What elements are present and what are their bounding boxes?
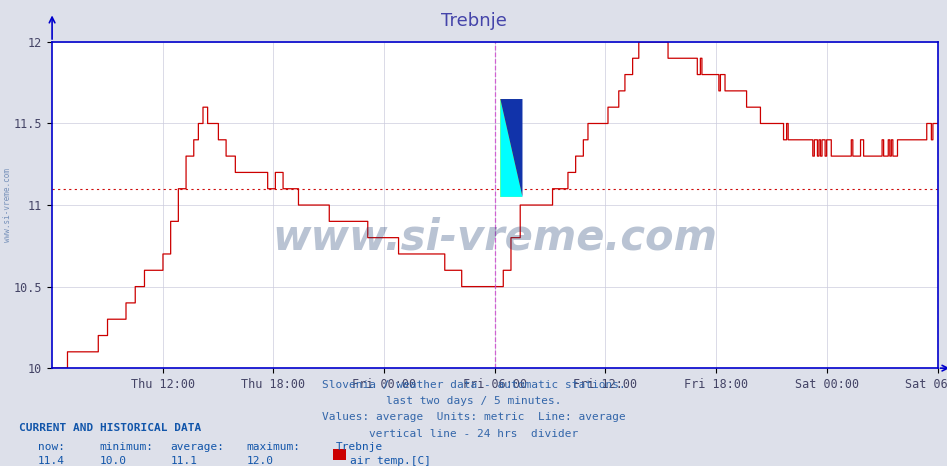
Text: Slovenia / weather data - automatic stations.: Slovenia / weather data - automatic stat… (322, 380, 625, 390)
Text: vertical line - 24 hrs  divider: vertical line - 24 hrs divider (369, 429, 578, 439)
Text: CURRENT AND HISTORICAL DATA: CURRENT AND HISTORICAL DATA (19, 423, 201, 433)
Text: minimum:: minimum: (99, 442, 153, 452)
Text: last two days / 5 minutes.: last two days / 5 minutes. (385, 396, 562, 406)
Text: 10.0: 10.0 (99, 456, 127, 466)
Text: average:: average: (170, 442, 224, 452)
Text: now:: now: (38, 442, 65, 452)
Text: www.si-vreme.com: www.si-vreme.com (3, 168, 12, 242)
Text: air temp.[C]: air temp.[C] (350, 456, 432, 466)
Text: 12.0: 12.0 (246, 456, 274, 466)
Text: www.si-vreme.com: www.si-vreme.com (273, 217, 717, 259)
Text: maximum:: maximum: (246, 442, 300, 452)
Polygon shape (500, 99, 523, 197)
Polygon shape (500, 99, 523, 197)
Text: Trebnje: Trebnje (440, 12, 507, 30)
Text: 11.1: 11.1 (170, 456, 198, 466)
Text: Trebnje: Trebnje (336, 442, 384, 452)
Text: Values: average  Units: metric  Line: average: Values: average Units: metric Line: aver… (322, 412, 625, 422)
Text: 11.4: 11.4 (38, 456, 65, 466)
Bar (500, 99, 523, 197)
